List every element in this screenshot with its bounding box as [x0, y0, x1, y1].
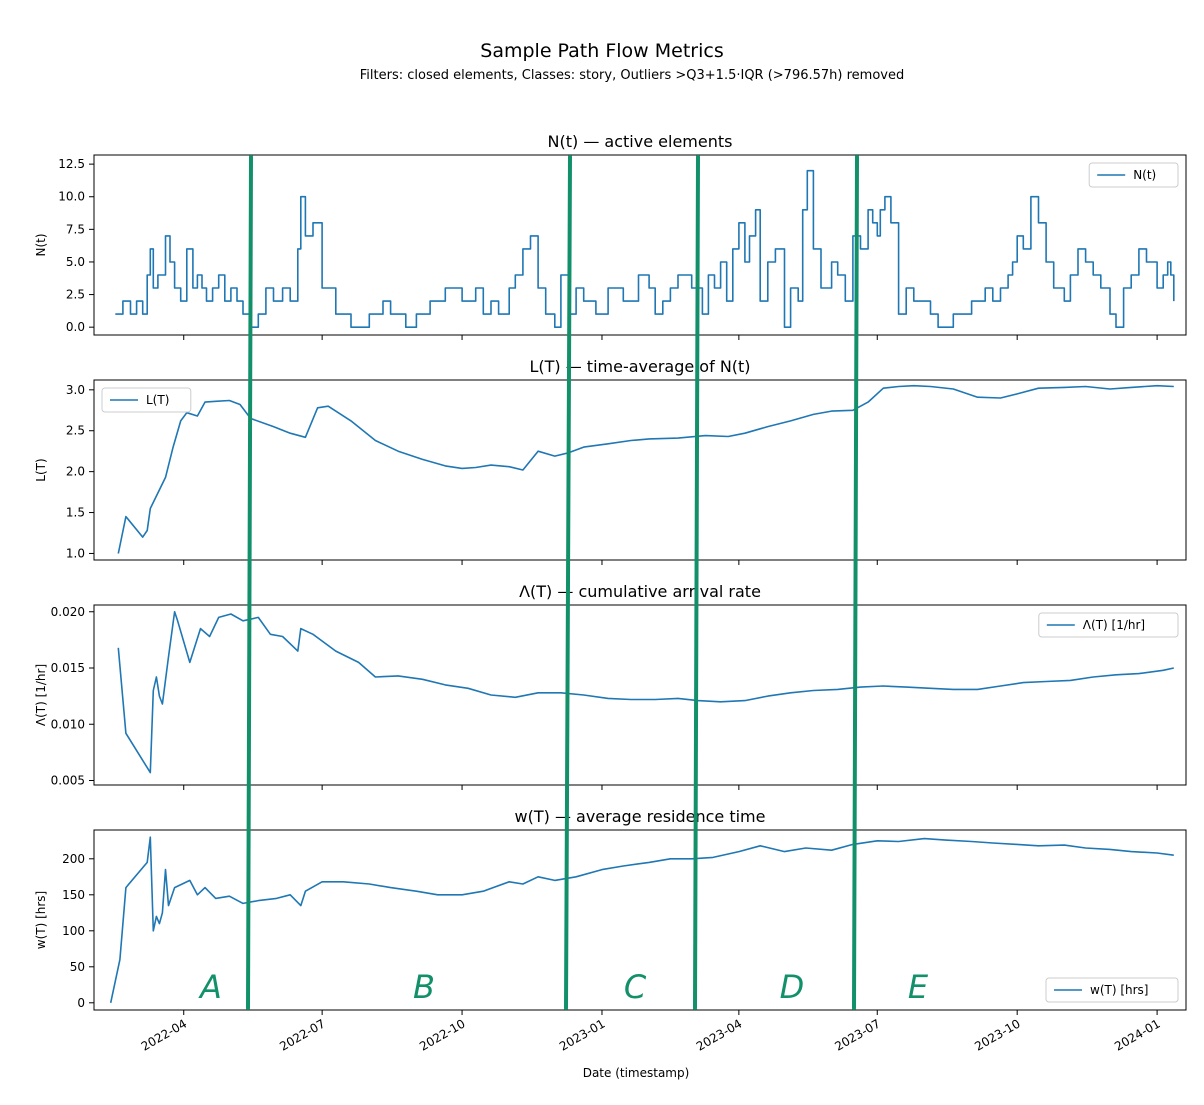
region-label-b: B [413, 968, 435, 1006]
legend-label: L(T) [146, 393, 169, 407]
axes-frame [93, 379, 1187, 561]
legend-label: w(T) [hrs] [1090, 983, 1148, 997]
axes-frame [93, 154, 1187, 336]
y-tick-label: 0.015 [51, 661, 85, 675]
y-tick-label: 0.010 [51, 717, 85, 731]
legend-box [1088, 162, 1179, 188]
y-tick-label: 5.0 [66, 255, 85, 269]
region-divider-line [246, 155, 253, 1010]
y-axis-label: N(t) [34, 233, 48, 256]
y-tick-label: 3.0 [66, 383, 85, 397]
legend-box [1045, 977, 1179, 1003]
series-line [109, 836, 1174, 1003]
region-label-e: E [908, 968, 929, 1006]
panel-title: N(t) — active elements [548, 132, 733, 151]
region-label-a: A [198, 968, 222, 1006]
x-tick-label: 2023-07 [832, 1016, 882, 1053]
y-axis-label: w(T) [hrs] [34, 891, 48, 949]
region-divider-line [852, 155, 859, 1010]
axes-frame [93, 829, 1187, 1011]
y-tick-label: 150 [62, 888, 85, 902]
x-axis-label: Date (timestamp) [583, 1066, 690, 1080]
legend-box [1038, 612, 1179, 638]
region-markers [246, 155, 859, 1010]
y-axis-label: Λ(T) [1/hr] [34, 664, 48, 726]
region-labels: A B C D E [198, 968, 929, 1006]
y-axis-label: L(T) [34, 458, 48, 481]
y-tick-label: 7.5 [66, 222, 85, 236]
legend-label: Λ(T) [1/hr] [1083, 618, 1145, 632]
y-tick-label: 2.0 [66, 465, 85, 479]
series-line [117, 384, 1174, 554]
x-tick-label: 2022-04 [139, 1016, 189, 1053]
y-tick-label: 0 [77, 996, 85, 1010]
x-tick-label: 2022-10 [417, 1016, 467, 1053]
y-tick-label: 12.5 [58, 157, 85, 171]
legend: w(T) [hrs] [1045, 977, 1179, 1003]
x-axis-ticks: 2022-04 2022-07 2022-10 2023-01 2023-04 2023-… [139, 1016, 1163, 1053]
panel-1: N(t) — active elements 0.0 2.5 5.0 7.5 10.0 12… [34, 132, 1187, 340]
y-tick-label: 10.0 [58, 190, 85, 204]
y-tick-label: 0.005 [51, 774, 85, 788]
legend: Λ(T) [1/hr] [1038, 612, 1179, 638]
panel-2: L(T) — time-average of N(t) 1.0 1.5 2.0 2.5 3… [34, 357, 1187, 565]
y-tick-label: 1.0 [66, 546, 85, 560]
y-tick-label: 2.5 [66, 424, 85, 438]
legend-label: N(t) [1133, 168, 1156, 182]
region-divider-line [564, 155, 572, 1010]
legend: N(t) [1088, 162, 1179, 188]
panel-3: Λ(T) — cumulative arrival rate 0.005 0.010… [34, 582, 1187, 790]
x-tick-label: 2023-04 [694, 1016, 744, 1053]
legend-box [101, 387, 192, 413]
x-tick-label: 2023-10 [972, 1016, 1022, 1053]
panel-title: Λ(T) — cumulative arrival rate [519, 582, 761, 601]
y-tick-label: 0.0 [66, 320, 85, 334]
x-tick-label: 2024-01 [1112, 1016, 1162, 1053]
panel-4: w(T) — average residence time 0 50 100 150 20… [34, 807, 1187, 1015]
y-tick-label: 50 [70, 960, 85, 974]
x-tick-label: 2022-07 [277, 1016, 327, 1053]
panel-title: L(T) — time-average of N(t) [529, 357, 750, 376]
series-line [117, 611, 1174, 774]
y-tick-label: 200 [62, 852, 85, 866]
legend: L(T) [101, 387, 192, 413]
y-tick-label: 0.020 [51, 605, 85, 619]
figure-title: Sample Path Flow Metrics [480, 40, 723, 62]
figure-subtitle: Filters: closed elements, Classes: story… [360, 68, 904, 83]
panels: N(t) — active elements 0.0 2.5 5.0 7.5 10.0 12… [34, 132, 1187, 1015]
x-tick-label: 2023-01 [557, 1016, 607, 1053]
axes-frame [93, 604, 1187, 786]
y-tick-label: 1.5 [66, 506, 85, 520]
y-tick-label: 100 [62, 924, 85, 938]
region-label-c: C [624, 968, 647, 1006]
region-label-d: D [780, 968, 805, 1006]
y-tick-label: 2.5 [66, 288, 85, 302]
series-line [115, 169, 1175, 328]
panel-title: w(T) — average residence time [515, 807, 766, 826]
region-divider-line [693, 155, 700, 1010]
